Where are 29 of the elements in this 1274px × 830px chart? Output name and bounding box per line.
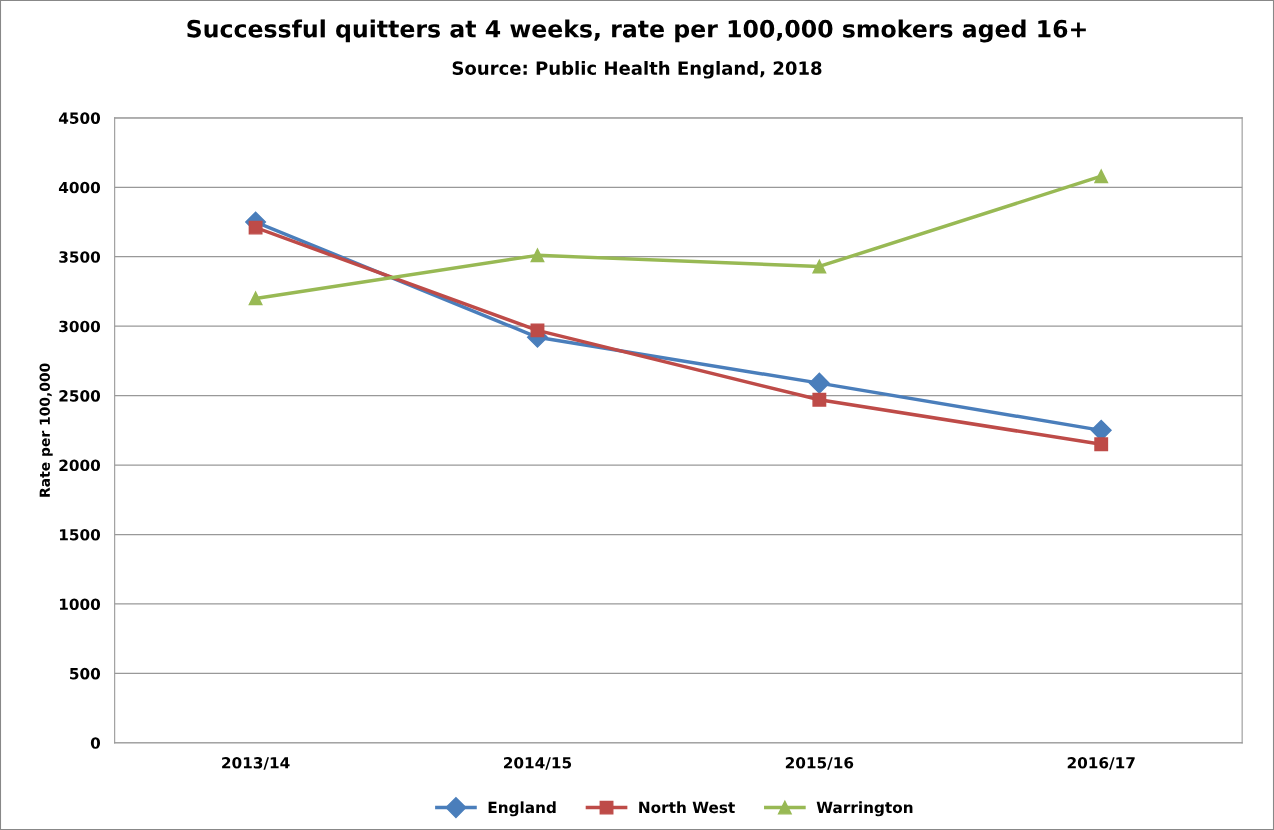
legend-label: Warrington: [816, 801, 913, 817]
point: [812, 259, 827, 274]
y-tick-label: 0: [90, 737, 101, 749]
y-tick-label: 3500: [59, 251, 101, 263]
x-tick-label: 2014/15: [504, 757, 572, 770]
legend-label: England: [488, 801, 556, 817]
point: [808, 372, 830, 394]
y-axis-title: Rate per 100,000: [39, 363, 53, 497]
y-tick-label: 2500: [59, 390, 101, 402]
legend-label: North West: [639, 801, 735, 814]
y-tick-label: 3000: [59, 320, 101, 333]
y-tick-label: 1500: [59, 528, 101, 541]
x-tick-label: 2015/16: [785, 757, 854, 770]
point: [530, 323, 545, 338]
chart-subtitle: Source: Public Health England, 2018: [452, 60, 822, 79]
y-tick-label: 4000: [58, 181, 101, 194]
y-tick-label: 2000: [59, 459, 101, 472]
point: [530, 248, 545, 263]
point: [1094, 169, 1109, 184]
point: [248, 291, 263, 306]
point: [248, 220, 263, 235]
y-tick-label: 4500: [58, 112, 101, 124]
point: [1094, 437, 1109, 452]
point: [812, 392, 827, 407]
x-tick-label: 2016/17: [1067, 757, 1135, 770]
x-tick-label: 2013/14: [222, 757, 290, 770]
y-tick-label: 1000: [59, 598, 101, 610]
y-tick-label: 500: [70, 667, 101, 680]
chart-title: Successful quitters at 4 weeks, rate per 100,000 smokers aged 16+: [187, 19, 1086, 43]
